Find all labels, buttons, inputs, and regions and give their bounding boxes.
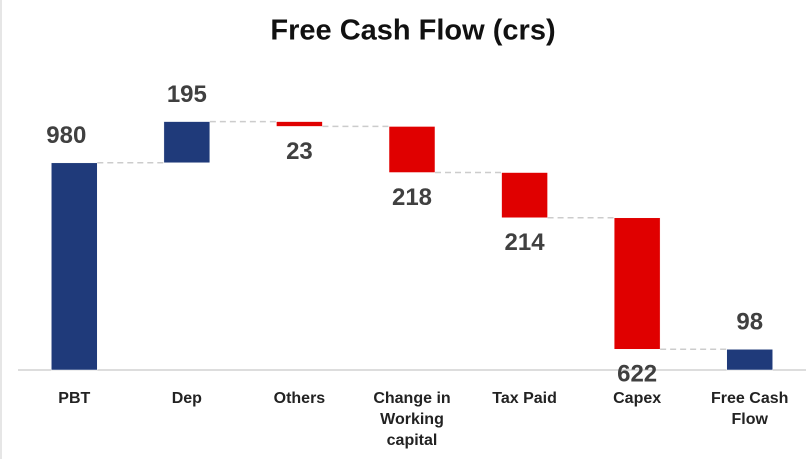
value-label: 622 (617, 361, 657, 388)
x-tick-label: Dep (171, 390, 202, 407)
value-label: 980 (46, 122, 86, 149)
value-label: 98 (736, 309, 763, 336)
bar (276, 121, 323, 127)
x-tick-label: Change in Working capital (373, 390, 451, 449)
chart-title: Free Cash Flow (crs) (270, 15, 555, 47)
bar (726, 349, 773, 371)
value-label: 195 (167, 81, 207, 108)
x-tick-label: Free Cash Flow (711, 390, 789, 428)
bar (51, 162, 98, 371)
value-label: 214 (505, 229, 546, 256)
bar (388, 126, 436, 173)
bar (501, 172, 548, 219)
value-label: 218 (392, 184, 432, 211)
bar (163, 121, 211, 164)
value-label: 23 (286, 138, 313, 165)
bar (613, 217, 661, 350)
x-tick-label: Others (273, 390, 326, 407)
x-tick-label: Capex (613, 390, 662, 407)
x-tick-label: PBT (58, 390, 91, 407)
x-tick-label: Tax Paid (492, 390, 557, 407)
